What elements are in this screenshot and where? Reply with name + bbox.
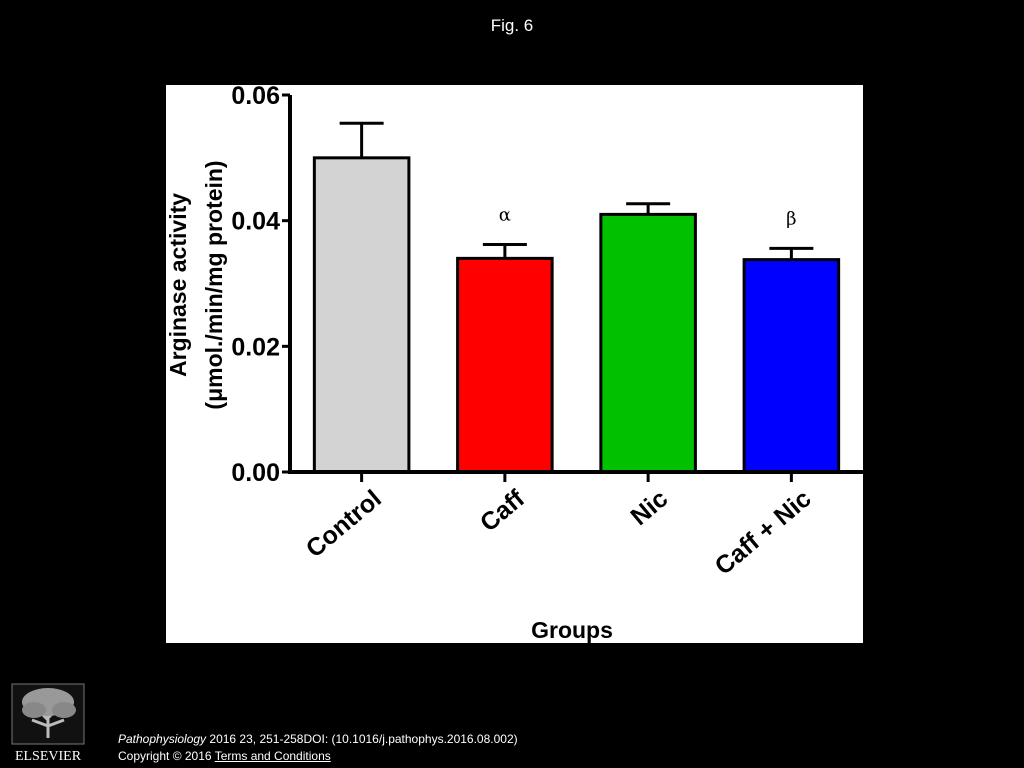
journal-name: Pathophysiology: [118, 732, 207, 746]
citation-text: 2016 23, 251-258DOI: (10.1016/j.pathophy…: [206, 732, 518, 746]
x-tick-label-nic: Nic: [625, 485, 673, 532]
x-tick-label-caff-nic: Caff + Nic: [710, 485, 817, 581]
significance-mark-caff: α: [499, 205, 511, 226]
svg-text:ELSEVIER: ELSEVIER: [15, 749, 82, 764]
y-axis-label-line2: (μmol./min/mg protein): [201, 160, 227, 409]
chart-panel: α β 0.00 0.02 0.04 0.06 Control Caff Nic Caff +…: [166, 85, 863, 643]
copyright-text: Copyright © 2016: [118, 749, 215, 763]
x-tick-label-caff: Caff: [475, 484, 531, 537]
citation-footer: Pathophysiology 2016 23, 251-258DOI: (10…: [118, 731, 518, 765]
y-tick-label: 0.00: [231, 459, 280, 487]
citation-line: Pathophysiology 2016 23, 251-258DOI: (10…: [118, 731, 518, 748]
y-tick-label: 0.06: [231, 85, 280, 110]
y-tick-label: 0.04: [231, 208, 280, 236]
y-tick-label: 0.02: [231, 333, 280, 361]
figure-label: Fig. 6: [490, 16, 534, 35]
x-tick-label-control: Control: [301, 485, 387, 564]
x-axis-label: Groups: [531, 617, 613, 643]
bar-nic: [599, 212, 697, 474]
significance-mark-caff-nic: β: [786, 208, 796, 229]
bar-caff: [456, 256, 554, 474]
elsevier-logo: ELSEVIER: [11, 683, 85, 764]
copyright-line: Copyright © 2016 Terms and Conditions: [118, 748, 518, 765]
y-axis-label-line1: Arginase activity: [166, 193, 191, 377]
bar-chart: α β 0.00 0.02 0.04 0.06 Control Caff Nic Caff +…: [166, 85, 863, 643]
bar-caff-nic: [742, 258, 841, 474]
bar-control: [312, 156, 411, 474]
terms-link[interactable]: Terms and Conditions: [214, 749, 331, 763]
